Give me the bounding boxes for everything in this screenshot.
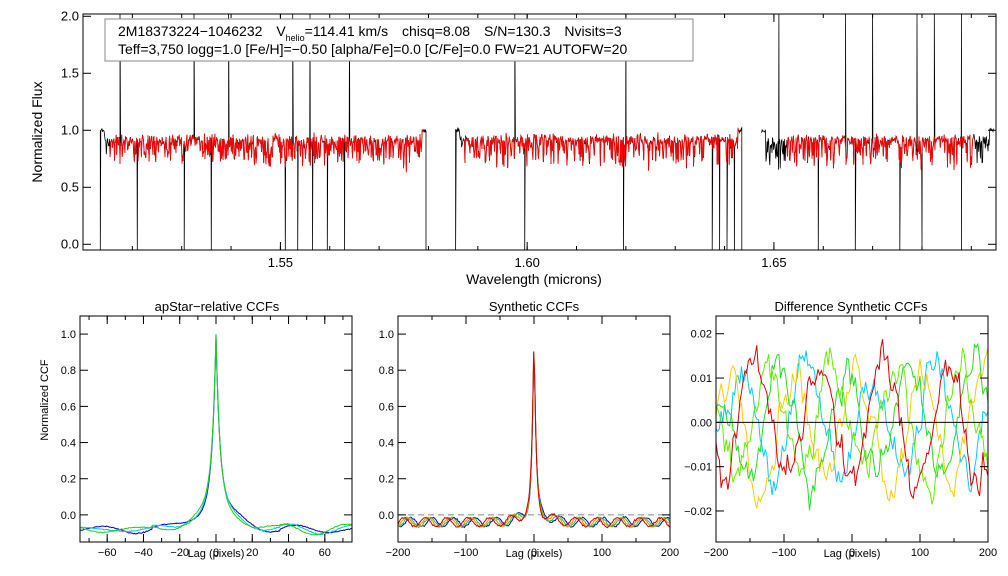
observed-spectrum-line [761, 13, 994, 251]
y-tick-label: 0.4 [379, 438, 394, 450]
x-tick-label: 200 [979, 547, 997, 559]
spectrum-x-label: Wavelength (microns) [466, 271, 602, 287]
apstar-ccf-panel: apStar−relative CCFs −60 −40 −20 0 20 40 60 0.0… [39, 299, 353, 560]
spectrum-plot-area [99, 13, 994, 251]
difference-ccf-line-3 [715, 342, 989, 511]
difference-ccf-line-5 [715, 339, 989, 500]
spectrum-panel: 1.55 1.60 1.65 0.0 0.5 1.0 1.5 2.0 2M18373224−1… [29, 8, 997, 287]
info-box [104, 18, 694, 62]
x-tick-label: −200 [704, 547, 729, 559]
x-tick-label: 60 [319, 547, 331, 559]
info-line-1: 2M18373224−1046232 Vhelio=114.41 km/s ch… [118, 23, 622, 43]
apstar-ccf-ticks: −60 −40 −20 0 20 40 60 0.0 0.2 0.4 0.6 0.8 1.0 [61, 316, 352, 559]
x-tick-label: −100 [454, 547, 479, 559]
y-tick-label: 0.00 [691, 417, 712, 429]
x-tick-label: 0 [213, 547, 219, 559]
synthetic-ccf-axes-frame [397, 315, 671, 543]
star-id: 2M18373224−1046232 [118, 23, 263, 39]
x-tick-label: −200 [386, 547, 411, 559]
vhelio-value: =114.41 km/s [305, 23, 388, 39]
spectrum-ticks: 1.55 1.60 1.65 0.0 0.5 1.0 1.5 2.0 [61, 8, 996, 270]
y-tick-label: 1.0 [379, 329, 394, 341]
x-tick-label: 200 [661, 547, 679, 559]
y-tick-label: 0.5 [61, 179, 79, 194]
ccf-line-2 [80, 334, 353, 536]
x-tick-label: 0 [531, 547, 537, 559]
x-tick-label: 40 [282, 547, 294, 559]
vhelio-subscript: helio [286, 33, 305, 43]
x-tick-label: −40 [134, 547, 153, 559]
difference-ccf-title: Difference Synthetic CCFs [775, 299, 928, 314]
x-tick-label: 0 [849, 547, 855, 559]
ccf-line-1 [79, 335, 353, 535]
model-spectrum-line [786, 134, 975, 171]
apstar-ccf-title: apStar−relative CCFs [155, 299, 280, 314]
difference-ccf-ticks: −200 −100 0 100 200 −0.02 −0.01 0.00 0.01 0.02 [684, 316, 997, 559]
y-tick-label: 0.8 [61, 365, 76, 377]
difference-ccf-x-label: Lag (pixels) [824, 548, 881, 560]
model-spectrum-line [109, 128, 424, 173]
synthetic-ccf-x-label: Lag (pixels) [506, 548, 563, 560]
x-tick-label: 20 [246, 547, 258, 559]
sn-value: S/N=130.3 [484, 23, 551, 39]
y-tick-label: 2.0 [61, 8, 79, 23]
y-tick-label: 1.5 [61, 65, 79, 80]
y-tick-label: 0.6 [379, 401, 394, 413]
synthetic-ccf-plot-area [397, 351, 670, 529]
info-line-2: Teff=3,750 logg=1.0 [Fe/H]=−0.50 [alpha/… [118, 41, 627, 57]
y-tick-label: 1.0 [61, 122, 79, 137]
apstar-ccf-plot-area [79, 334, 353, 536]
x-tick-label: −100 [772, 547, 797, 559]
spectrum-axes-frame [82, 13, 997, 251]
y-tick-label: 0.2 [379, 474, 394, 486]
y-tick-label: 0.0 [379, 510, 394, 522]
synthetic-ccf-panel: Synthetic CCFs −200 −100 0 100 200 0.0 0.2 0.4 0… [379, 299, 679, 560]
synthetic-ccf-title: Synthetic CCFs [489, 299, 580, 314]
y-tick-label: 0.0 [61, 236, 79, 251]
difference-ccf-plot-area [715, 339, 989, 511]
x-tick-label: 100 [911, 547, 929, 559]
spectrum-y-label: Normalized Flux [29, 81, 45, 182]
difference-ccf-panel: Difference Synthetic CCFs −200 −100 0 100 20… [684, 299, 997, 560]
synthetic-ccf-line-4 [397, 351, 670, 529]
apstar-ccf-x-label: Lag (pixels) [188, 548, 245, 560]
y-tick-label: 0.6 [61, 401, 76, 413]
x-tick-label: −20 [170, 547, 189, 559]
y-tick-label: −0.01 [684, 462, 712, 474]
y-tick-label: 1.0 [61, 329, 76, 341]
x-tick-label: 1.55 [268, 255, 293, 270]
nvisits-value: Nvisits=3 [564, 23, 621, 39]
vhelio-prefix: V [276, 23, 286, 39]
y-tick-label: 0.0 [61, 510, 76, 522]
y-tick-label: 0.01 [691, 373, 712, 385]
y-tick-label: 0.02 [691, 329, 712, 341]
synthetic-ccf-line-3 [397, 351, 670, 529]
x-tick-label: −60 [98, 547, 117, 559]
model-spectrum-line [462, 127, 740, 171]
y-tick-label: 0.8 [379, 365, 394, 377]
apstar-ccf-y-label: Normalized CCF [39, 359, 51, 441]
y-tick-label: 0.4 [61, 438, 76, 450]
x-tick-label: 100 [593, 547, 611, 559]
x-tick-label: 1.65 [761, 255, 786, 270]
x-tick-label: 1.60 [515, 255, 540, 270]
ccf-line-3 [79, 334, 353, 536]
y-tick-label: 0.2 [61, 474, 76, 486]
difference-ccf-line-2 [715, 347, 989, 509]
y-tick-label: −0.02 [684, 506, 712, 518]
synthetic-ccf-ticks: −200 −100 0 100 200 0.0 0.2 0.4 0.6 0.8 1.0 [379, 316, 679, 559]
chisq-value: chisq=8.08 [402, 23, 470, 39]
